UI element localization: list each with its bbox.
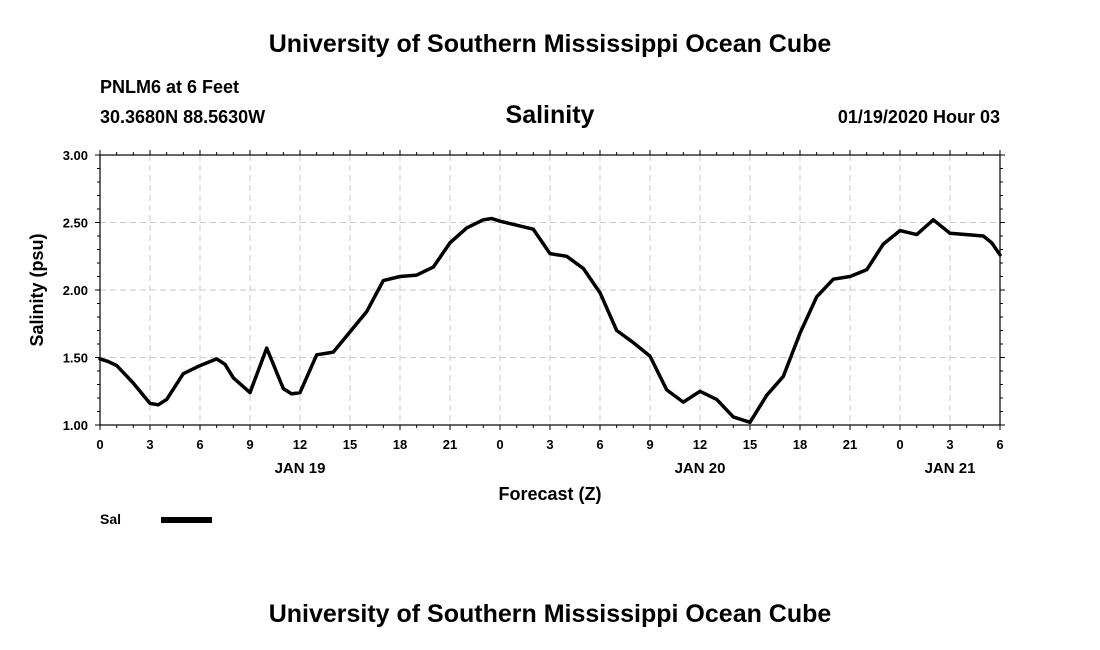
- x-tick-label: 15: [343, 437, 357, 452]
- x-tick-label: 0: [496, 437, 503, 452]
- x-tick-label: 15: [743, 437, 757, 452]
- x-tick-label: 12: [293, 437, 307, 452]
- y-axis-title: Salinity (psu): [27, 233, 47, 346]
- x-tick-label: 3: [946, 437, 953, 452]
- top-title: University of Southern Mississippi Ocean…: [268, 30, 832, 58]
- legend: Sal: [100, 511, 212, 527]
- x-tick-label: 18: [393, 437, 407, 452]
- x-tick-label: 0: [96, 437, 103, 452]
- x-tick-label: 21: [443, 437, 457, 452]
- series-line-sal: [98, 216, 1002, 425]
- x-tick-label: 0: [896, 437, 903, 452]
- x-tick-label: 9: [646, 437, 653, 452]
- day-label: JAN 19: [275, 460, 326, 477]
- x-tick-label: 3: [146, 437, 153, 452]
- plot-frame: [99, 154, 1001, 426]
- x-axis-title: Forecast (Z): [498, 484, 601, 504]
- grid: [100, 155, 1000, 425]
- y-tick-label: 1.50: [63, 351, 88, 366]
- bottom-title: University of Southern Mississippi Ocean…: [268, 600, 832, 628]
- labels: Forecast (Z) Salinity (psu) 0 3 6 9 12 15 18 21…: [27, 148, 1004, 504]
- series-layer: [98, 216, 1002, 425]
- coordinates-label: 30.3680N 88.5630W: [100, 107, 266, 127]
- y-tick-label: 2.50: [63, 216, 88, 231]
- x-tick-label: 3: [546, 437, 553, 452]
- x-tick-label: 18: [793, 437, 807, 452]
- y-tick-label: 1.00: [63, 418, 88, 433]
- y-tick-label: 2.00: [63, 283, 88, 298]
- x-tick-label: 9: [246, 437, 253, 452]
- axes: [95, 150, 1005, 430]
- forecast-timestamp: 01/19/2020 Hour 03: [837, 107, 1000, 127]
- chart-title: Salinity: [505, 101, 595, 129]
- x-tick-label: 6: [996, 437, 1003, 452]
- day-label: JAN 21: [925, 460, 976, 477]
- station-label: PNLM6 at 6 Feet: [100, 77, 240, 97]
- legend-label-sal: Sal: [100, 511, 121, 527]
- x-tick-label: 12: [693, 437, 707, 452]
- y-tick-label: 3.00: [63, 148, 88, 163]
- day-label: JAN 20: [675, 460, 726, 477]
- x-tick-label: 21: [843, 437, 857, 452]
- x-tick-label: 6: [196, 437, 203, 452]
- x-tick-label: 6: [596, 437, 603, 452]
